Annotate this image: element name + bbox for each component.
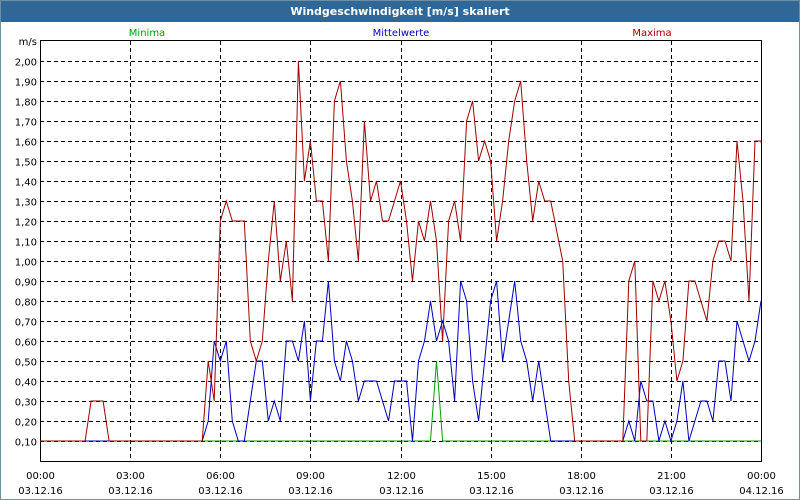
- y-tick-label: 0,80: [15, 298, 37, 309]
- x-tick-date: 03.12.16: [18, 486, 63, 497]
- y-tick-label: 0,60: [15, 338, 37, 349]
- y-tick-label: 0,40: [15, 378, 37, 389]
- y-tick-label: 0,10: [15, 438, 37, 449]
- x-tick-date: 03.12.16: [559, 486, 604, 497]
- y-tick-label: 0,30: [15, 398, 37, 409]
- x-tick-time: 15:00: [477, 471, 506, 482]
- x-tick-date: 03.12.16: [379, 486, 424, 497]
- x-tick-time: 00:00: [747, 471, 776, 482]
- x-tick-time: 00:00: [26, 471, 55, 482]
- y-axis-label: m/s: [19, 37, 37, 48]
- y-tick-label: 1,90: [15, 78, 37, 89]
- x-tick-date: 03.12.16: [198, 486, 243, 497]
- chart-title: Windgeschwindigkeit [m/s] skaliert: [1, 1, 799, 22]
- y-tick-label: 1,50: [15, 158, 37, 169]
- x-tick-date: 03.12.16: [649, 486, 694, 497]
- x-tick-date: 04.12.16: [739, 486, 784, 497]
- series-line-mittelwerte: [40, 280, 761, 443]
- y-tick-label: 1,60: [15, 138, 37, 149]
- y-tick-label: 1,20: [15, 218, 37, 229]
- x-tick-time: 18:00: [567, 471, 596, 482]
- y-tick-label: 1,40: [15, 178, 37, 189]
- series-line-maxima: [40, 60, 761, 442]
- y-tick-label: 1,10: [15, 238, 37, 249]
- x-tick-date: 03.12.16: [108, 486, 153, 497]
- y-tick-label: 2,00: [15, 58, 37, 69]
- series-line-minima: [40, 360, 761, 442]
- legend-mittelwerte: Mittelwerte: [373, 28, 430, 39]
- y-tick-label: 1,00: [15, 258, 37, 269]
- y-tick-label: 1,30: [15, 198, 37, 209]
- x-tick-time: 09:00: [296, 471, 325, 482]
- y-tick-label: 0,20: [15, 418, 37, 429]
- y-tick-label: 0,90: [15, 278, 37, 289]
- x-tick-time: 12:00: [387, 471, 416, 482]
- x-tick-time: 03:00: [116, 471, 145, 482]
- legend-maxima: Maxima: [632, 28, 671, 39]
- legend-minima: Minima: [129, 28, 165, 39]
- x-tick-date: 03.12.16: [469, 486, 514, 497]
- y-tick-label: 1,80: [15, 98, 37, 109]
- y-tick-label: 1,70: [15, 118, 37, 129]
- x-tick-time: 06:00: [206, 471, 235, 482]
- x-tick-time: 21:00: [657, 471, 686, 482]
- y-tick-label: 0,70: [15, 318, 37, 329]
- x-tick-date: 03.12.16: [288, 486, 333, 497]
- y-tick-label: 0,50: [15, 358, 37, 369]
- plot-frame: [40, 40, 762, 462]
